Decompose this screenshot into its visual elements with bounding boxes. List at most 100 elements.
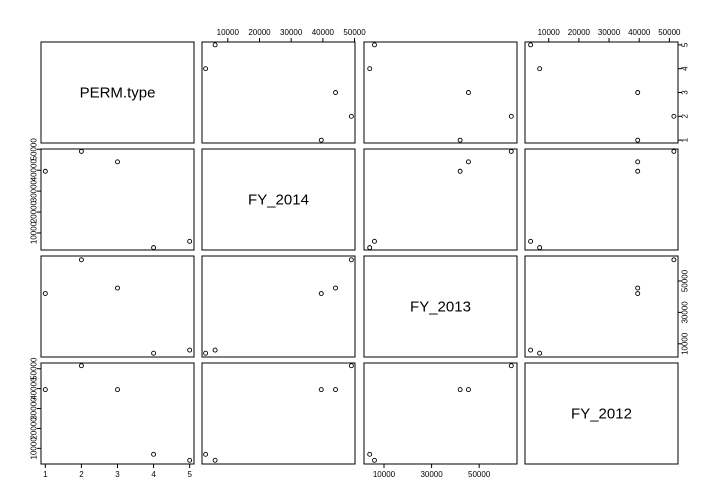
point-fy-2014-vs-fy-2012-3: [635, 159, 641, 165]
point-fy-2014-vs-fy-2013-4: [367, 245, 373, 251]
panel-perm-type-vs-perm-type: [40, 41, 195, 144]
point-perm-type-vs-fy-2013-1: [457, 137, 463, 143]
panel-fy-2012-vs-fy-2014: [201, 362, 356, 465]
point-perm-type-vs-fy-2014-3: [333, 90, 338, 95]
variable-label-fy-2013: FY_2013: [410, 299, 471, 316]
y-tick-label-fy-2014-5: 50000: [30, 138, 39, 161]
point-fy-2014-vs-perm-type-2: [78, 148, 84, 154]
point-perm-type-vs-fy-2014-4: [203, 66, 209, 72]
point-fy-2014-vs-fy-2012-4: [537, 245, 543, 251]
point-fy-2013-vs-fy-2014-1: [318, 291, 324, 296]
point-fy-2014-vs-fy-2013-3: [466, 159, 471, 165]
point-fy-2012-vs-fy-2014-3: [333, 387, 338, 393]
y-tick-label-fy-2013-3: 50000: [681, 269, 690, 292]
point-perm-type-vs-fy-2014-2: [348, 113, 354, 119]
point-fy-2012-vs-fy-2013-1: [457, 387, 463, 393]
y-tick-label-perm-type-3: 3: [681, 90, 690, 95]
y-tick-label-fy-2012-2: 20000: [30, 417, 39, 440]
point-fy-2014-vs-fy-2013-2: [508, 148, 514, 154]
point-perm-type-vs-fy-2012-5: [528, 42, 534, 48]
point-fy-2014-vs-fy-2013-5: [372, 238, 377, 244]
point-fy-2013-vs-fy-2014-2: [348, 257, 354, 263]
point-fy-2014-vs-perm-type-3: [115, 159, 120, 165]
panel-fy-2013-vs-perm-type: [40, 255, 195, 358]
panel-fy-2013-vs-fy-2012: [524, 255, 679, 358]
x-tick-label-fy-2013-1: 10000: [373, 470, 396, 479]
y-tick-label-fy-2012-1: 10000: [30, 437, 39, 460]
point-perm-type-vs-fy-2014-5: [212, 42, 218, 48]
y-tick-label-fy-2014-1: 10000: [30, 221, 39, 244]
point-fy-2013-vs-fy-2012-4: [537, 350, 543, 356]
panel-perm-type-vs-fy-2013: [363, 41, 518, 144]
point-fy-2013-vs-perm-type-1: [42, 291, 48, 296]
y-tick-label-perm-type-2: 2: [681, 114, 690, 119]
point-fy-2012-vs-perm-type-3: [115, 387, 120, 393]
point-fy-2012-vs-fy-2014-5: [212, 457, 218, 463]
point-fy-2013-vs-fy-2012-1: [635, 291, 641, 296]
panel-fy-2014-vs-fy-2013: [363, 148, 518, 251]
y-tick-label-fy-2013-1: 10000: [681, 332, 690, 355]
x-tick-label-perm-type-2: 2: [79, 470, 84, 479]
point-fy-2013-vs-perm-type-2: [78, 257, 84, 263]
point-fy-2014-vs-fy-2012-5: [528, 238, 534, 244]
point-fy-2014-vs-perm-type-1: [42, 168, 48, 174]
point-fy-2012-vs-perm-type-5: [187, 457, 193, 463]
x-tick-label-fy-2014-2: 20000: [248, 28, 271, 37]
x-tick-label-fy-2013-3: 50000: [468, 470, 491, 479]
x-tick-label-fy-2014-5: 50000: [343, 28, 366, 37]
x-tick-label-perm-type-5: 5: [187, 470, 192, 479]
x-tick-label-fy-2014-4: 40000: [312, 28, 335, 37]
panel-fy-2013-vs-fy-2013: [363, 255, 518, 358]
y-tick-label-fy-2014-3: 30000: [30, 179, 39, 202]
panel-perm-type-vs-fy-2012: [524, 41, 679, 144]
y-tick-label-fy-2012-3: 30000: [30, 397, 39, 420]
point-fy-2012-vs-fy-2014-1: [318, 387, 324, 393]
point-fy-2013-vs-fy-2012-5: [528, 347, 534, 353]
point-perm-type-vs-fy-2012-2: [671, 113, 677, 119]
point-fy-2013-vs-fy-2012-3: [635, 285, 641, 291]
point-fy-2012-vs-fy-2013-3: [466, 387, 471, 393]
point-fy-2012-vs-fy-2013-2: [508, 363, 514, 369]
point-fy-2014-vs-fy-2012-2: [671, 148, 677, 154]
point-perm-type-vs-fy-2013-2: [508, 113, 514, 119]
x-tick-label-fy-2012-3: 30000: [598, 28, 621, 37]
y-tick-label-fy-2013-2: 30000: [681, 301, 690, 324]
y-tick-label-fy-2014-4: 40000: [30, 159, 39, 182]
x-tick-label-fy-2012-5: 50000: [658, 28, 681, 37]
point-perm-type-vs-fy-2012-1: [635, 137, 641, 143]
point-perm-type-vs-fy-2014-1: [318, 137, 324, 143]
variable-label-perm-type: PERM.type: [80, 85, 156, 102]
point-perm-type-vs-fy-2013-4: [367, 66, 373, 72]
point-fy-2013-vs-perm-type-5: [187, 347, 193, 353]
x-tick-label-fy-2012-1: 10000: [538, 28, 561, 37]
y-tick-label-fy-2012-4: 40000: [30, 377, 39, 400]
point-fy-2012-vs-perm-type-1: [42, 387, 48, 393]
x-tick-label-perm-type-4: 4: [151, 470, 156, 479]
x-tick-label-fy-2014-1: 10000: [217, 28, 240, 37]
y-tick-label-perm-type-4: 4: [681, 66, 690, 71]
point-fy-2012-vs-fy-2013-5: [372, 457, 377, 463]
variable-label-fy-2014: FY_2014: [248, 192, 309, 209]
point-fy-2013-vs-fy-2014-5: [212, 347, 218, 353]
y-tick-label-perm-type-5: 5: [681, 42, 690, 47]
x-tick-label-perm-type-1: 1: [43, 470, 48, 479]
point-perm-type-vs-fy-2013-3: [466, 90, 471, 95]
point-fy-2012-vs-fy-2014-4: [203, 451, 209, 457]
point-fy-2012-vs-fy-2014-2: [348, 363, 354, 369]
x-tick-label-perm-type-3: 3: [115, 470, 120, 479]
point-fy-2013-vs-perm-type-4: [151, 350, 157, 356]
point-fy-2012-vs-perm-type-2: [78, 363, 84, 369]
panel-fy-2012-vs-fy-2012: [524, 362, 679, 465]
y-tick-label-perm-type-1: 1: [681, 137, 690, 142]
point-perm-type-vs-fy-2012-3: [635, 90, 641, 95]
point-fy-2013-vs-perm-type-3: [115, 285, 120, 291]
point-fy-2012-vs-perm-type-4: [151, 451, 157, 457]
x-tick-label-fy-2013-2: 30000: [420, 470, 443, 479]
point-fy-2013-vs-fy-2014-3: [333, 285, 338, 291]
variable-label-fy-2012: FY_2012: [571, 406, 632, 423]
y-tick-label-fy-2014-2: 20000: [30, 200, 39, 223]
point-fy-2013-vs-fy-2014-4: [203, 350, 209, 356]
point-perm-type-vs-fy-2013-5: [372, 42, 377, 48]
y-tick-label-fy-2012-5: 50000: [30, 357, 39, 380]
